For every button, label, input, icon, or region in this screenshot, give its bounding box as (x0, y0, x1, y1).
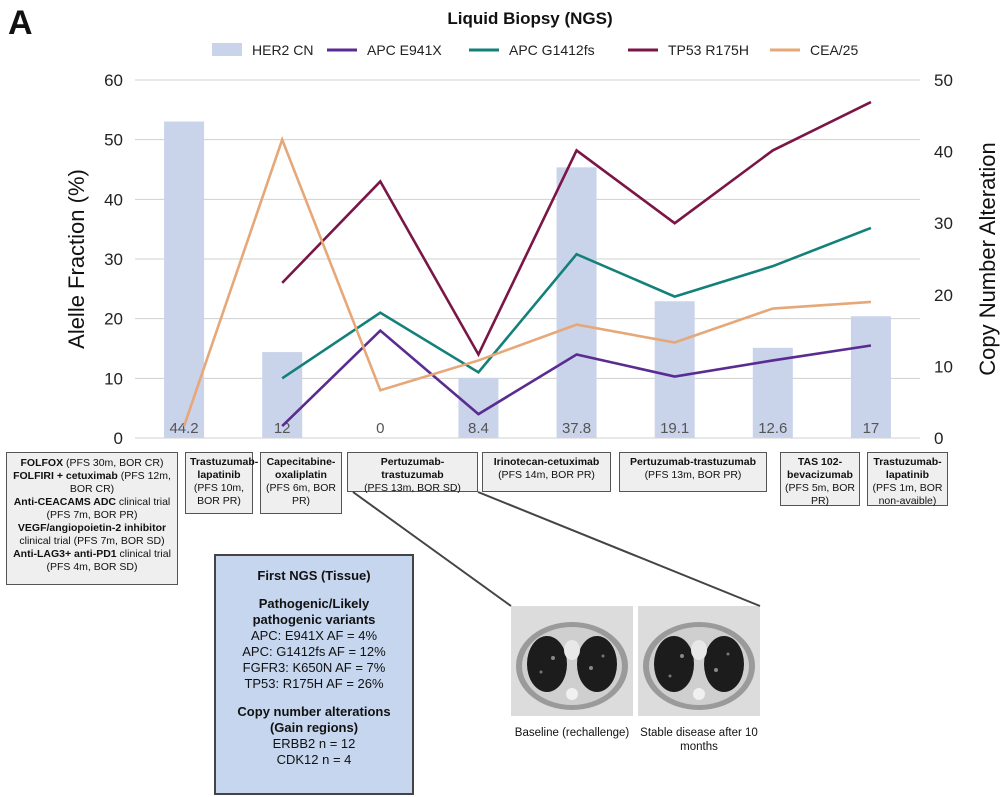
treatment-drug: VEGF/angiopoietin-2 inhibitor (17, 522, 167, 534)
legend-label: APC E941X (367, 42, 442, 58)
bar-value-label: 19.1 (660, 420, 689, 437)
treatment-detail: (PFS 6m, BOR PR) (265, 482, 336, 507)
cna-line: ERBB2 n = 12 (272, 736, 356, 751)
y2-tick-label: 30 (934, 214, 953, 233)
treatment-name: Trastuzumab-lapatinib (190, 456, 259, 481)
treatment-drug: Anti-LAG3+ anti-PD1 (13, 548, 117, 560)
variant-line: APC: G1412fs AF = 12% (242, 644, 386, 659)
liquid-biopsy-chart: 0 10 20 30 40 50 60 0 10 20 30 40 50 44.2 12 0 8.4 37.8 19… (64, 9, 1000, 448)
y2-tick-label: 10 (934, 357, 953, 376)
treatment-name: Irinotecan-cetuximab (493, 456, 600, 468)
treatment-detail: (PFS 14m, BOR PR) (498, 469, 595, 481)
treatment-name: Capecitabine-oxaliplatin (266, 456, 336, 481)
y-axis-label: Alelle Fraction (%) (64, 169, 89, 349)
y-tick-label: 50 (104, 131, 123, 150)
treatment-detail: (PFS 12m, BOR CR) (69, 470, 171, 495)
treatment-line: FOLFIRI + cetuximab (PFS 12m, BOR CR) (13, 470, 171, 496)
y2-tick-label: 20 (934, 286, 953, 305)
y2-tick-label: 50 (934, 71, 953, 90)
bar-value-label: 12.6 (758, 420, 787, 437)
treatment-detail: (PFS 13m, BOR PR) (644, 469, 742, 481)
bar-value-label: 8.4 (468, 420, 489, 437)
treatment-line: FOLFOX (PFS 30m, BOR CR) (13, 457, 171, 470)
ct-caption-baseline: Baseline (rechallenge) (514, 727, 630, 739)
treatment-drug: FOLFIRI + cetuximab (13, 470, 118, 482)
connector-line-stable (477, 491, 761, 607)
bar (164, 121, 205, 438)
treatment-box-8: Trastuzumab-lapatinib (PFS 1m, BOR non-av… (867, 452, 948, 507)
treatment-detail: (PFS 30m, BOR CR) (63, 457, 164, 469)
bar-value-label: 0 (376, 420, 384, 437)
treatment-box-3: Capecitabine-oxaliplatin (PFS 6m, BOR PR) (260, 452, 342, 514)
ct-caption-stable: Stable disease after 10 months (640, 727, 758, 753)
treatment-name: Trastuzumab-lapatinib (873, 456, 942, 481)
bar-value-label: 17 (863, 420, 880, 437)
treatment-line: Anti-CEACAMS ADC clinical trial (PFS 7m,… (13, 496, 171, 522)
treatment-detail: clinical trial (PFS 7m, BOR SD) (19, 535, 165, 547)
treatment-detail: (PFS 1m, BOR non-avaible) (872, 482, 943, 507)
treatment-box-5: Irinotecan-cetuximab (PFS 14m, BOR PR) (482, 452, 611, 492)
first-ngs-title: First NGS (Tissue) (257, 568, 371, 583)
ct-scan-stable (638, 606, 760, 716)
legend-swatch (212, 43, 242, 56)
series-line-cea-25 (182, 135, 872, 427)
chart-title: Liquid Biopsy (NGS) (447, 9, 612, 28)
series-line-apc-e941x (281, 328, 872, 427)
treatment-box-6: Pertuzumab-trastuzumab (PFS 13m, BOR PR) (619, 452, 767, 492)
cna-line: CDK12 n = 4 (276, 752, 352, 767)
bar (556, 167, 597, 439)
variant-line: TP53: R175H AF = 26% (244, 676, 384, 691)
treatment-name: Pertuzumab-trastuzumab (629, 456, 756, 468)
bar (262, 352, 303, 438)
bar (850, 316, 891, 438)
y2-tick-label: 0 (934, 429, 943, 448)
treatment-detail: (PFS 13m, BOR SD) (364, 482, 461, 494)
treatment-detail: clinical trial (PFS 4m, BOR SD) (46, 548, 171, 573)
treatment-name: Pertuzumab-trastuzumab (380, 456, 445, 481)
bar-value-label: 37.8 (562, 420, 591, 437)
y-tick-label: 60 (104, 71, 123, 90)
first-ngs-box: First NGS (Tissue) Pathogenic/Likely pat… (214, 554, 414, 795)
variants-heading: Pathogenic/Likely pathogenic variants (252, 596, 376, 627)
legend-label: HER2 CN (252, 42, 313, 58)
treatment-line: Anti-LAG3+ anti-PD1 clinical trial (PFS … (13, 548, 171, 574)
treatment-drug: FOLFOX (20, 457, 64, 469)
series-line-apc-g1412fs (281, 226, 872, 380)
treatment-box-2: Trastuzumab-lapatinib (PFS 10m, BOR PR) (185, 452, 259, 514)
y-tick-label: 10 (104, 369, 123, 388)
bar-value-label: 12 (274, 420, 291, 437)
y2-tick-label: 40 (934, 143, 953, 162)
cna-heading: Copy number alterations (Gain regions) (237, 704, 391, 735)
treatment-line: VEGF/angiopoietin-2 inhibitor clinical t… (13, 522, 171, 548)
treatment-detail: clinical trial (PFS 7m, BOR PR) (46, 496, 171, 521)
treatment-box-4: Pertuzumab-trastuzumab (PFS 13m, BOR SD) (347, 452, 478, 494)
treatment-drug: Anti-CEACAMS ADC (13, 496, 116, 508)
y-tick-label: 30 (104, 250, 123, 269)
legend-label: TP53 R175H (668, 42, 749, 58)
panel-letter: A (8, 4, 33, 42)
ct-scan-baseline (511, 606, 633, 716)
treatment-detail: (PFS 10m, BOR PR) (193, 482, 245, 507)
variant-line: APC: E941X AF = 4% (250, 628, 378, 643)
legend-label: CEA/25 (810, 42, 858, 58)
series-line-tp53-r175h (281, 100, 872, 358)
bar-value-label: 44.2 (169, 420, 198, 437)
y-tick-label: 40 (104, 190, 123, 209)
legend-label: APC G1412fs (509, 42, 595, 58)
bar (458, 377, 499, 438)
treatment-box-7: TAS 102-bevacizumab (PFS 5m, BOR PR) (780, 452, 860, 507)
treatment-box-1: FOLFOX (PFS 30m, BOR CR) FOLFIRI + cetuxi… (6, 452, 178, 585)
y-tick-label: 0 (114, 429, 123, 448)
bar (654, 301, 695, 438)
treatment-detail: (PFS 5m, BOR PR) (785, 482, 856, 507)
y-tick-label: 20 (104, 310, 123, 329)
variant-line: FGFR3: K650N AF = 7% (242, 660, 386, 675)
y2-axis-label: Copy Number Alteration (975, 142, 1000, 376)
treatment-name: TAS 102-bevacizumab (787, 456, 853, 481)
